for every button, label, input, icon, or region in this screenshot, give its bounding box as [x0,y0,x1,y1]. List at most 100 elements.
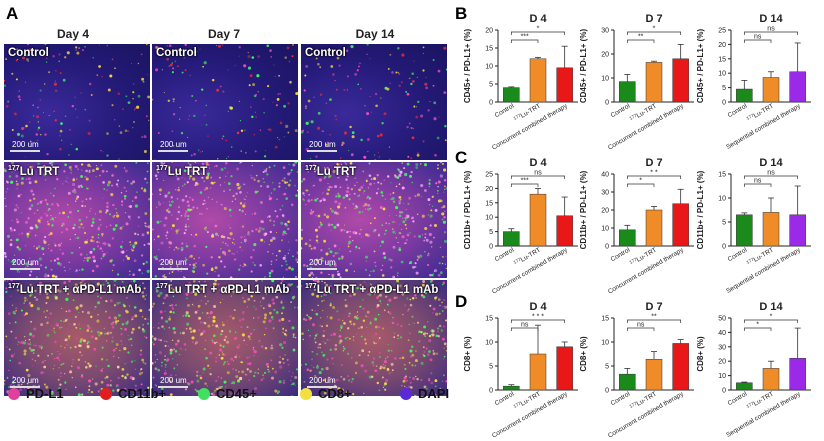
isotope-superscript: 177 [513,401,522,409]
significance-label: * * [650,170,658,177]
bar [672,58,689,103]
y-tick-label: 5 [489,82,493,89]
y-tick-label: 30 [718,344,726,351]
y-tick-label: 5 [605,364,609,371]
legend-label: DAPI [418,386,450,401]
bar [672,203,689,247]
y-tick-label: 10 [485,64,493,71]
legend-item: CD11b+ [100,386,166,401]
bar [645,359,663,391]
significance-bracket [510,175,566,179]
significance-label: ns [637,322,645,329]
significance-label: * [537,26,540,33]
y-tick-label: 10 [601,226,609,233]
scale-bar-label: 200 um [160,258,187,267]
scale-bar [307,150,337,152]
scale-bar [158,150,188,152]
bar [762,77,780,103]
condition-label: 177Lu TRT [305,165,357,178]
isotope-superscript: 177 [746,113,755,121]
y-tick-label: 10 [718,373,726,380]
significance-label: *** [521,178,529,185]
condition-label: 177Lu TRT + αPD-L1 mAb [156,283,290,296]
significance-bracket [510,319,566,323]
y-tick-label: 10 [485,340,493,347]
scale-bar [10,150,40,152]
significance-label: ns [767,170,775,177]
y-axis-label: CD45+ / PD-L1+ (%) [696,29,705,104]
significance-label: ns [754,178,762,185]
bar [619,373,636,391]
bar [619,81,636,103]
condition-label: 177Lu TRT [156,165,208,178]
significance-bracket [743,39,772,43]
bar [529,193,547,247]
y-tick-label: 10 [485,215,493,222]
bar [556,346,573,391]
chart-title: D 4 [529,301,547,313]
y-tick-label: 5 [489,229,493,236]
significance-label: ns [767,26,775,33]
isotope-superscript: 177 [746,401,755,409]
scale-bar-label: 200 um [12,258,39,267]
chart-title: D 7 [645,13,662,25]
significance-bracket [626,319,682,323]
bar [529,353,547,391]
legend-swatch [8,387,20,400]
microscopy-image: 177Lu TRT 200 um [301,162,447,278]
y-tick-label: 20 [718,42,726,49]
chart-title: D 4 [529,157,547,169]
panel-letter-c: C [455,148,468,167]
day-label: Day 7 [207,27,241,41]
y-tick-label: 5 [722,85,726,92]
scale-bar-label: 200 um [309,258,336,267]
scale-bar [158,386,188,388]
condition-label: Control [305,47,346,59]
microscopy-image: Control 200 um [4,44,150,160]
legend-label: CD8+ [318,386,352,401]
significance-bracket [743,327,772,331]
microscopy-image: 177Lu TRT 200 um [152,162,298,278]
y-tick-label: 15 [485,316,493,323]
scale-bar [158,268,188,270]
y-axis-label: CD45+ / PD-L1+ (%) [579,29,588,104]
bar [672,343,689,391]
y-tick-label: 20 [601,208,609,215]
microscopy-image: 177Lu TRT + αPD-L1 mAb 200 um [4,280,150,396]
chart-title: D 14 [759,157,783,169]
significance-label: * [770,314,773,321]
isotope-superscript: 177 [629,257,638,265]
significance-bracket [743,183,772,187]
y-tick-label: 15 [718,172,726,179]
legend-swatch [198,387,210,400]
y-tick-label: 25 [718,28,726,35]
significance-label: *** [521,34,529,41]
bar [556,67,573,103]
significance-bracket [626,183,655,187]
significance-bracket [743,175,799,179]
bar [736,88,753,103]
y-tick-label: 10 [718,196,726,203]
bar [645,209,663,247]
day-label: Day 14 [355,27,395,41]
significance-bracket [626,39,655,43]
legend-label: PD-L1 [26,386,64,401]
y-tick-label: 20 [718,359,726,366]
bar [789,71,806,103]
y-tick-label: 15 [718,56,726,63]
y-tick-label: 50 [718,316,726,323]
bar [619,229,636,247]
y-tick-label: 0 [722,100,726,107]
significance-bracket [510,31,566,35]
significance-bracket [626,327,655,331]
bar [503,385,520,391]
panel-letter-d: D [455,292,468,311]
chart-title: D 14 [759,301,783,313]
significance-bracket [626,175,682,179]
isotope-superscript: 177 [746,257,755,265]
scale-bar [307,386,337,388]
y-tick-label: 15 [485,200,493,207]
bar [503,231,520,247]
significance-label: * * * [532,314,544,321]
y-axis-label: CD11b+ / PD-L1+ (%) [696,170,705,249]
